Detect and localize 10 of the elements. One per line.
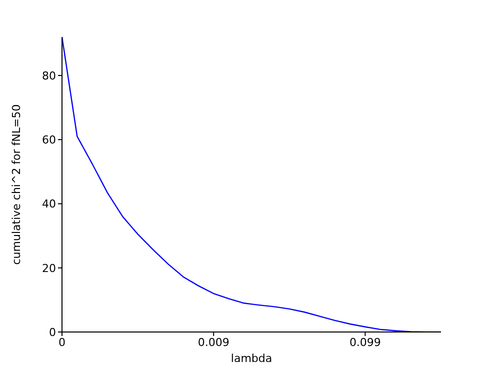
y-tick-label: 40 [42, 198, 56, 211]
y-tick-label: 60 [42, 134, 56, 147]
y-tick-label: 80 [42, 69, 56, 82]
y-tick-label: 20 [42, 262, 56, 275]
y-tick-label: 0 [49, 326, 56, 339]
x-tick-label: 0 [58, 336, 66, 349]
y-axis-title: cumulative chi^2 for fNL=50 [10, 104, 23, 265]
x-axis-title: lambda [230, 352, 272, 365]
x-tick-label: 0.009 [198, 336, 230, 349]
x-tick-label: 0.099 [349, 336, 381, 349]
